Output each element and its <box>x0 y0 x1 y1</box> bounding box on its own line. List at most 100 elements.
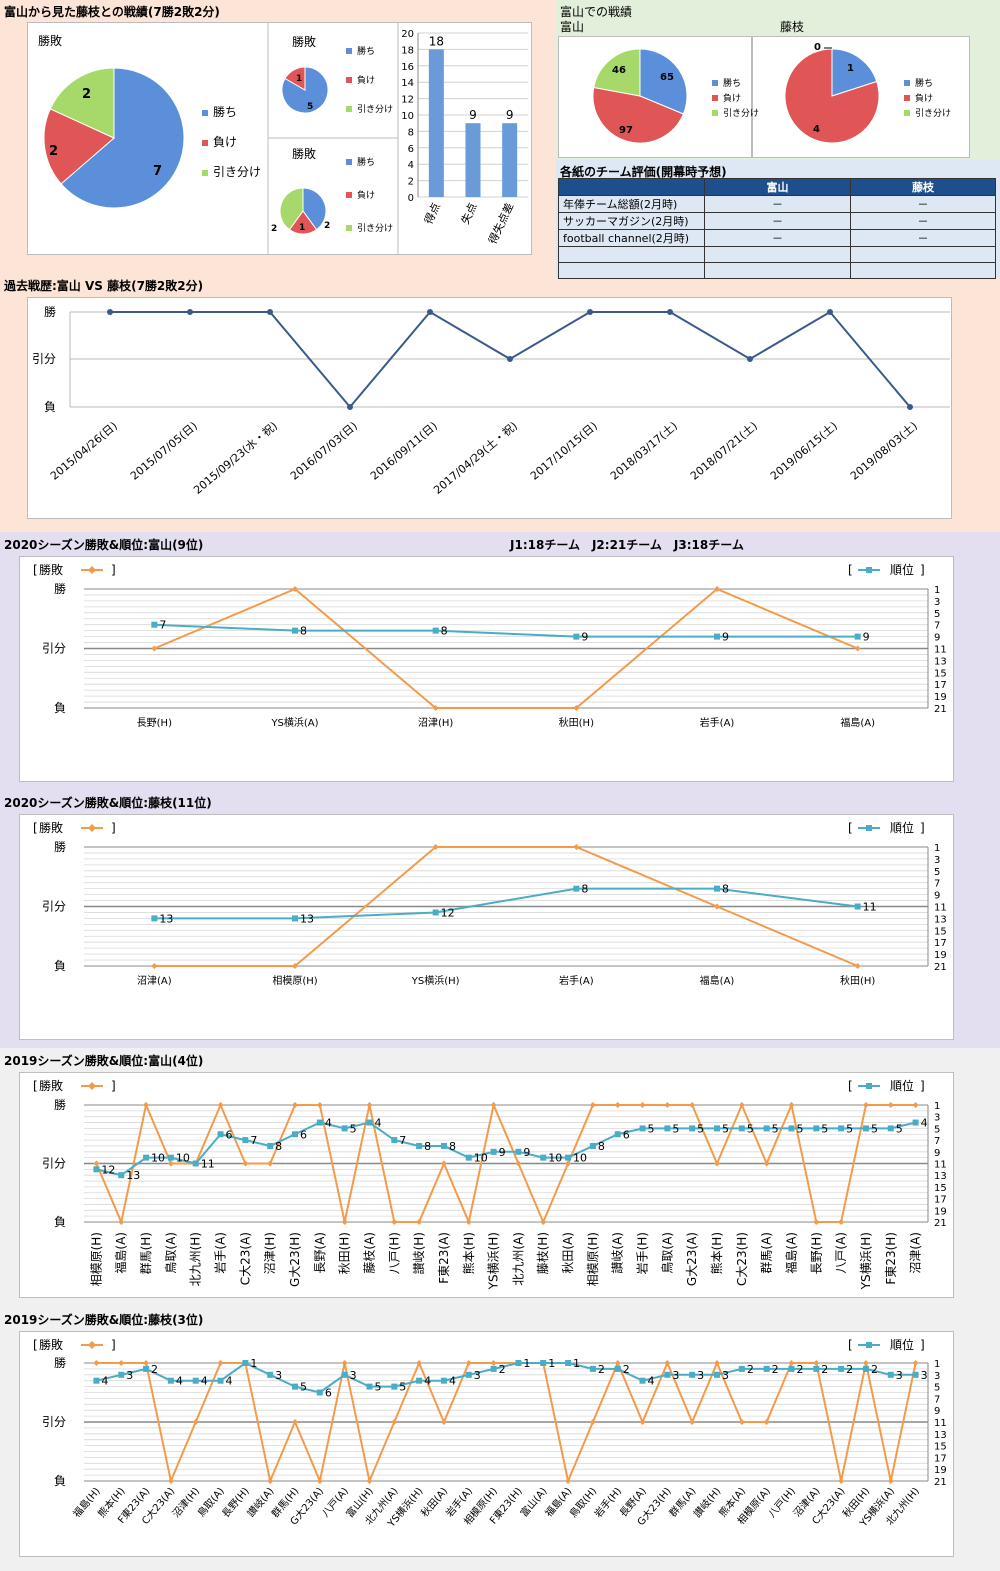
fujieda2020-result-point <box>151 963 158 969</box>
toyama2019-rank-point <box>813 1125 820 1132</box>
toyama2020-rank-label: 8 <box>441 625 448 638</box>
h2h-x-tick: 2016/09/11(日) <box>368 419 440 482</box>
fujieda2019-rank-label: 2 <box>821 1363 828 1376</box>
fujieda2020-legend-rank-label: 順位 <box>890 820 914 835</box>
fujieda2019-rank-point <box>440 1377 447 1384</box>
toyama2019-rank-label: 5 <box>350 1122 357 1135</box>
fujieda2020-rank-point <box>292 915 298 922</box>
fujieda2019-result-point <box>714 1360 720 1366</box>
bar-value-label: 9 <box>469 108 477 122</box>
toyama2019-x-tick: 岩手(A) <box>213 1232 228 1274</box>
fujieda2019-result-point <box>813 1360 820 1366</box>
pie-small-2-legend-swatch <box>346 225 352 231</box>
fujieda2019-rank-point <box>738 1365 745 1372</box>
pie-main-data-label: 2 <box>49 144 58 159</box>
fujieda2019-rank-tick: 11 <box>934 1418 947 1429</box>
pie-small-2-title: 勝敗 <box>292 146 316 161</box>
toyama2019-result-point <box>416 1219 423 1225</box>
fujieda2020-result-point <box>854 963 861 969</box>
fujieda2019-result-point <box>838 1478 845 1484</box>
toyama2019-result-point <box>838 1219 845 1225</box>
fujieda2019-rank-label: 2 <box>772 1363 779 1376</box>
toyama2019-rank-label: 4 <box>374 1117 381 1130</box>
toyama2019-x-tick: 福島(A) <box>113 1232 128 1274</box>
bar-得失点差 <box>502 123 518 197</box>
bar-value-label: 18 <box>429 34 444 48</box>
legend-bracket: [ <box>848 821 853 835</box>
toyama2019-result-point <box>540 1219 547 1225</box>
fujieda2019-rank-label: 2 <box>796 1363 803 1376</box>
toyama2019-x-tick: 鳥取(A) <box>163 1232 178 1274</box>
fujieda2019-result-point <box>490 1360 497 1366</box>
toyama2020-rank-tick: 15 <box>934 668 947 679</box>
pie-small-2-legend-swatch <box>346 159 352 165</box>
toyama2019-rank-label: 12 <box>101 1163 115 1176</box>
toyama2020-rank-point <box>432 627 439 634</box>
legend-bracket: [ <box>33 563 38 577</box>
fujieda2020-rank-label: 8 <box>722 883 729 896</box>
toyama2020-x-tick: 長野(H) <box>137 717 172 729</box>
toyama2019-x-tick: 八戸(A) <box>834 1232 848 1274</box>
fujieda2020-rank-tick: 17 <box>934 938 947 949</box>
fujieda2020-legend-result-marker <box>88 824 96 832</box>
h2h-y-label: 引分 <box>32 352 56 366</box>
toyama2019-result-point <box>813 1219 820 1225</box>
toyama2020-rank-label: 9 <box>722 631 729 644</box>
toyama2020-x-tick: 沼津(H) <box>418 716 453 729</box>
bar-y-tick: 14 <box>401 78 414 89</box>
pie-small-1-slice-負け <box>284 66 306 91</box>
bar-y-tick: 20 <box>401 29 414 40</box>
toyama2019-x-tick: 沼津(H) <box>263 1232 277 1274</box>
toyama2019-result-point <box>366 1102 373 1108</box>
fujieda2019-rank-label: 3 <box>474 1369 481 1382</box>
fujieda2019-rank-label: 5 <box>300 1381 307 1394</box>
fujieda2019-result-point <box>192 1419 199 1425</box>
toyama2019-rank-label: 5 <box>672 1122 679 1135</box>
fujieda2020-legend-rank-marker <box>866 825 872 831</box>
legend-bracket: ] <box>920 563 925 577</box>
fujieda2019-rank-tick: 13 <box>934 1430 947 1441</box>
toyama2019-rank-label: 7 <box>250 1134 257 1147</box>
pie-small-1-legend-label: 負け <box>357 74 375 86</box>
toyama2019-result-point <box>589 1102 596 1108</box>
legend-bracket: ] <box>111 1338 116 1352</box>
fujieda2020-rank-tick: 13 <box>934 914 947 925</box>
toyama2019-result-point <box>912 1102 919 1108</box>
toyama2019-rank-point <box>763 1125 770 1132</box>
fujieda2019-rank-point <box>316 1389 323 1396</box>
toyama2019-rank-label: 6 <box>300 1128 307 1141</box>
fujieda2020-rank-label: 12 <box>441 906 455 919</box>
toyama2019-rank-tick: 13 <box>934 1171 947 1182</box>
fujieda2020-chart-box <box>19 814 954 1040</box>
h2h-point <box>507 356 513 362</box>
fujieda2019-rank-label: 3 <box>896 1369 903 1382</box>
fujieda2019-rank-point <box>391 1383 398 1390</box>
legend-bracket: ] <box>920 821 925 835</box>
pie-small-1-data-label: 1 <box>296 74 302 84</box>
bar-y-tick: 8 <box>408 127 414 138</box>
toyama2020-rank-point <box>573 633 580 640</box>
toyama2020-rank-point <box>714 633 720 640</box>
h2h-point <box>267 309 273 315</box>
pie-toyama-data-label: 65 <box>660 72 674 83</box>
toyama2019-rank-point <box>118 1172 125 1179</box>
toyama2019-rank-label: 5 <box>648 1122 655 1135</box>
toyama2019-rank-point <box>738 1125 745 1132</box>
toyama2019-rank-point <box>366 1119 373 1126</box>
fujieda2019-result-point <box>93 1360 100 1366</box>
fujieda2019-rank-point <box>465 1371 472 1378</box>
fujieda2019-rank-label: 1 <box>250 1357 257 1370</box>
toyama2019-x-tick: YS横浜(H) <box>859 1232 873 1290</box>
pie-toyama-legend-swatch <box>712 110 718 116</box>
fujieda2019-x-tick: 岩手(H) <box>591 1485 624 1520</box>
toyama2019-rank-point <box>391 1137 398 1144</box>
pie-main-data-label: 7 <box>153 164 162 179</box>
toyama2019-rank-tick: 1 <box>934 1101 940 1112</box>
legend-bracket: [ <box>848 563 853 577</box>
fujieda2020-rank-point <box>573 885 580 892</box>
fujieda2019-result-point <box>689 1419 696 1425</box>
pie-fujieda-slice-勝ち <box>831 48 878 97</box>
toyama2019-result-point <box>862 1102 869 1108</box>
fujieda2019-y-label: 引分 <box>42 1415 66 1429</box>
